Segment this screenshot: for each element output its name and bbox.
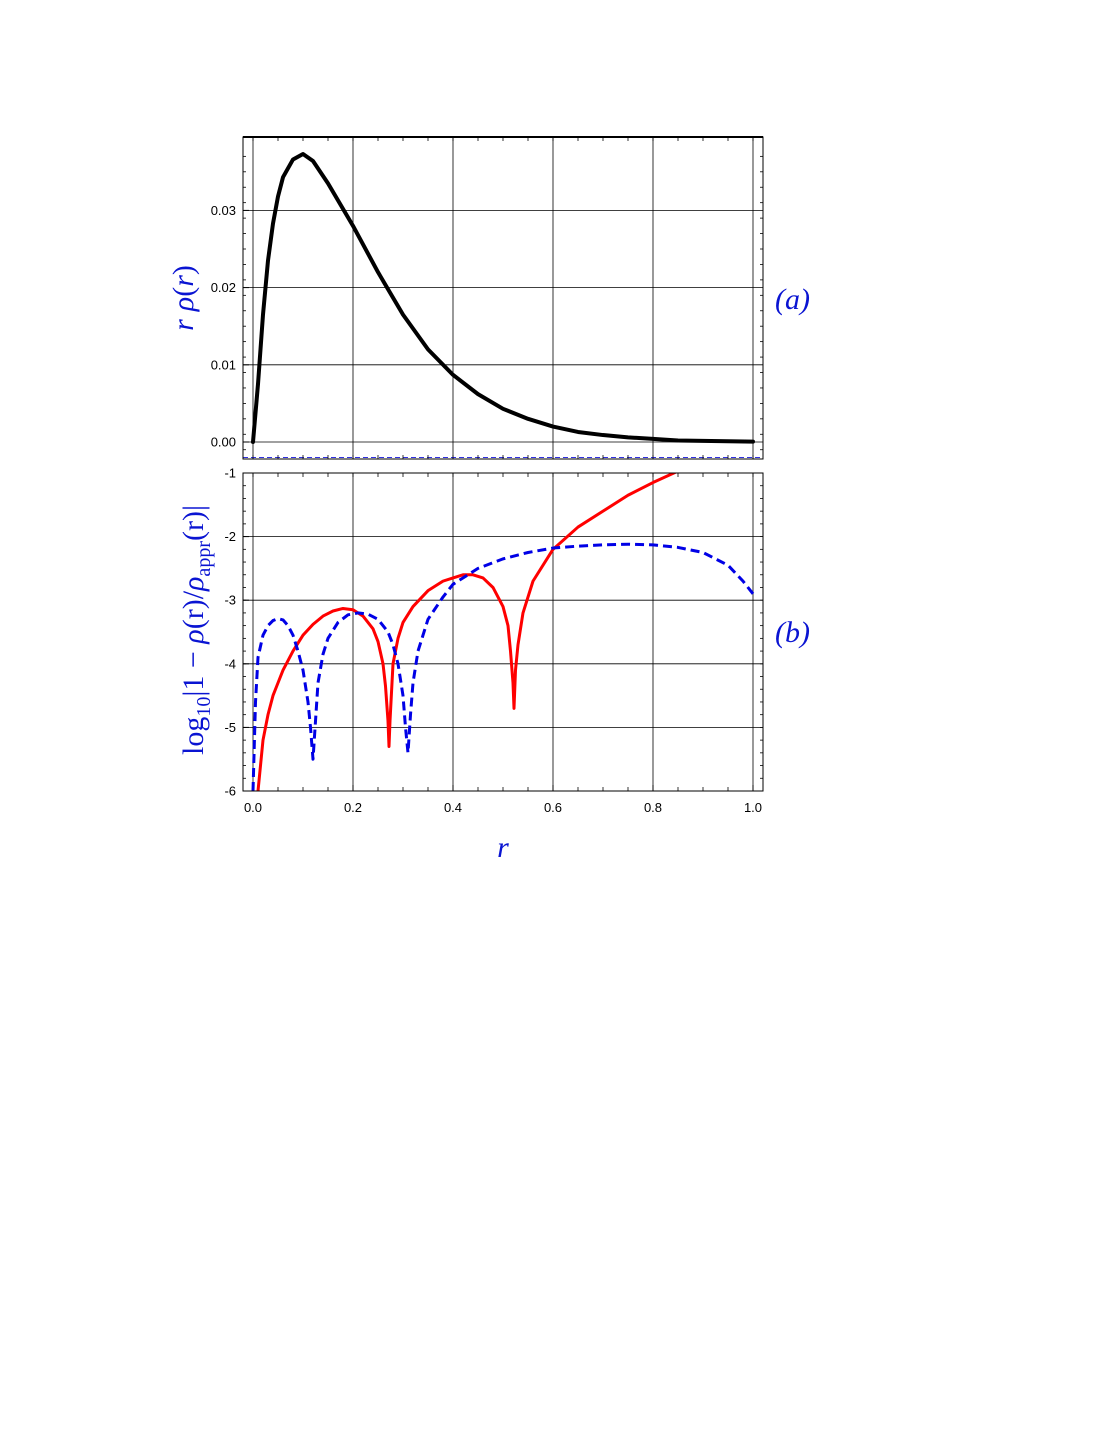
panel-label-b: (b) <box>775 616 810 649</box>
ytick-label-a: 0.00 <box>211 435 236 450</box>
ytick-label-a: 0.01 <box>211 357 236 372</box>
series-line-b-solid <box>256 473 678 791</box>
xtick-label-b: 0.4 <box>444 800 462 815</box>
ytick-label-a: 0.03 <box>211 203 236 218</box>
ytick-label-b: -1 <box>224 466 236 481</box>
ytick-label-b: -2 <box>224 529 236 544</box>
xtick-label-b: 0.8 <box>644 800 662 815</box>
ytick-label-b: -6 <box>224 784 236 799</box>
panel-b: -6 -5 -4 -3 -2 -1 0.0 0.2 0.4 0.6 0.8 1.0 log10|1 −… <box>177 466 810 865</box>
series-a <box>251 152 755 444</box>
series-line-a <box>251 152 755 444</box>
ytick-label-b: -3 <box>224 593 236 608</box>
series-b <box>251 473 755 791</box>
plot-frame-b <box>242 472 764 792</box>
ytick-label-a: 0.02 <box>211 280 236 295</box>
xtick-label-b: 0.6 <box>544 800 562 815</box>
ytick-label-b: -4 <box>224 656 236 671</box>
panel-label-a: (a) <box>775 283 810 316</box>
xtick-label-b: 0.0 <box>244 800 262 815</box>
xtick-label-b: 0.2 <box>344 800 362 815</box>
panel-a: 0.00 0.01 0.02 0.03 rρ(r) (a) <box>167 136 810 460</box>
ticks-a: 0.00 0.01 0.02 0.03 <box>211 137 763 459</box>
y-axis-label-a: rρ(r) <box>167 265 200 331</box>
y-axis-label-b: log10|1 − ρ(r)/ρappr(r)| <box>177 505 215 755</box>
ticks-b: -6 -5 -4 -3 -2 -1 0.0 0.2 0.4 0.6 0.8 1.0 <box>224 466 763 815</box>
grid-b <box>243 472 763 792</box>
x-axis-label: r <box>497 831 509 864</box>
series-line-b-dashed <box>251 542 755 791</box>
ytick-label-b: -5 <box>224 720 236 735</box>
xtick-label-b: 1.0 <box>744 800 762 815</box>
